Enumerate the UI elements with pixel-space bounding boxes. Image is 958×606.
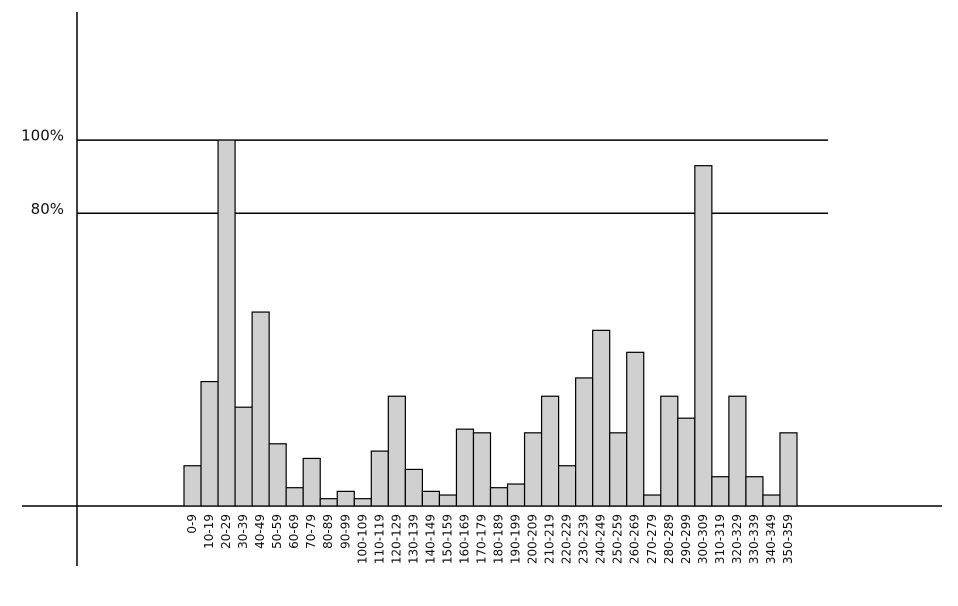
x-tick-label: 100-109 bbox=[355, 514, 369, 564]
y-tick-label: 80% bbox=[31, 200, 64, 218]
bar bbox=[575, 377, 594, 507]
x-tick-label: 320-329 bbox=[730, 514, 744, 564]
bar bbox=[438, 494, 458, 507]
bar bbox=[489, 487, 509, 507]
x-tick-label: 180-189 bbox=[492, 514, 506, 564]
bar bbox=[677, 417, 696, 507]
bar bbox=[728, 395, 747, 507]
x-tick-label: 290-299 bbox=[679, 514, 693, 564]
bar bbox=[472, 432, 492, 507]
bar bbox=[421, 490, 441, 507]
x-tick-label: 230-239 bbox=[577, 514, 591, 564]
bar bbox=[285, 487, 304, 507]
bar bbox=[660, 395, 679, 507]
x-tick-label: 110-119 bbox=[372, 514, 386, 564]
x-tick-label: 300-309 bbox=[696, 514, 710, 564]
x-tick-label: 60-69 bbox=[287, 514, 301, 549]
x-tick-label: 210-219 bbox=[543, 514, 557, 564]
bar bbox=[643, 494, 662, 507]
x-tick-label: 260-269 bbox=[628, 514, 642, 564]
x-tick-label: 120-129 bbox=[389, 514, 403, 564]
x-tick-label: 130-139 bbox=[406, 514, 420, 564]
x-tick-label: 200-209 bbox=[526, 514, 540, 564]
bar bbox=[353, 498, 372, 507]
x-tick-label: 170-179 bbox=[474, 514, 488, 564]
bar bbox=[558, 465, 577, 507]
x-tick-label: 340-349 bbox=[764, 514, 778, 564]
x-tick-label: 50-59 bbox=[270, 514, 284, 549]
x-tick-label: 30-39 bbox=[236, 514, 250, 549]
bar bbox=[234, 406, 253, 507]
bar bbox=[779, 432, 798, 507]
x-tick-label: 10-19 bbox=[202, 514, 216, 549]
bar bbox=[609, 432, 628, 507]
bar bbox=[626, 351, 645, 507]
bar bbox=[540, 395, 560, 507]
bar bbox=[523, 432, 543, 507]
x-tick-label: 280-289 bbox=[662, 514, 676, 564]
x-tick-label: 90-99 bbox=[338, 514, 352, 549]
bar bbox=[506, 483, 526, 507]
x-tick-label: 150-159 bbox=[440, 514, 454, 564]
x-tick-label: 70-79 bbox=[304, 514, 318, 549]
bar bbox=[251, 311, 270, 507]
bar bbox=[200, 380, 219, 507]
bar bbox=[268, 443, 287, 507]
x-tick-label: 190-199 bbox=[509, 514, 523, 564]
x-tick-label: 330-339 bbox=[747, 514, 761, 564]
x-tick-label: 160-169 bbox=[457, 514, 471, 564]
x-tick-label: 250-259 bbox=[611, 514, 625, 564]
x-tick-label: 20-29 bbox=[219, 514, 233, 549]
x-tick-label: 140-149 bbox=[423, 514, 437, 564]
x-tick-label: 80-89 bbox=[321, 514, 335, 549]
x-tick-label: 240-249 bbox=[594, 514, 608, 564]
x-tick-label: 220-229 bbox=[560, 514, 574, 564]
bar bbox=[745, 476, 764, 507]
bar bbox=[762, 494, 781, 507]
y-tick-label: 100% bbox=[21, 127, 64, 145]
bar bbox=[592, 329, 611, 507]
x-tick-label: 270-279 bbox=[645, 514, 659, 564]
bar bbox=[455, 428, 475, 507]
bar bbox=[183, 465, 202, 507]
bar bbox=[302, 457, 321, 507]
x-tick-label: 0-9 bbox=[185, 514, 199, 534]
bar bbox=[336, 490, 355, 507]
bar bbox=[319, 498, 338, 507]
bar bbox=[217, 139, 236, 507]
x-tick-label: 350-359 bbox=[781, 514, 795, 564]
bar bbox=[387, 395, 406, 507]
x-tick-label: 310-319 bbox=[713, 514, 727, 564]
x-tick-label: 40-49 bbox=[253, 514, 267, 549]
bar bbox=[404, 468, 423, 507]
bar bbox=[370, 450, 389, 507]
bar bbox=[711, 476, 730, 507]
bar bbox=[694, 165, 713, 507]
